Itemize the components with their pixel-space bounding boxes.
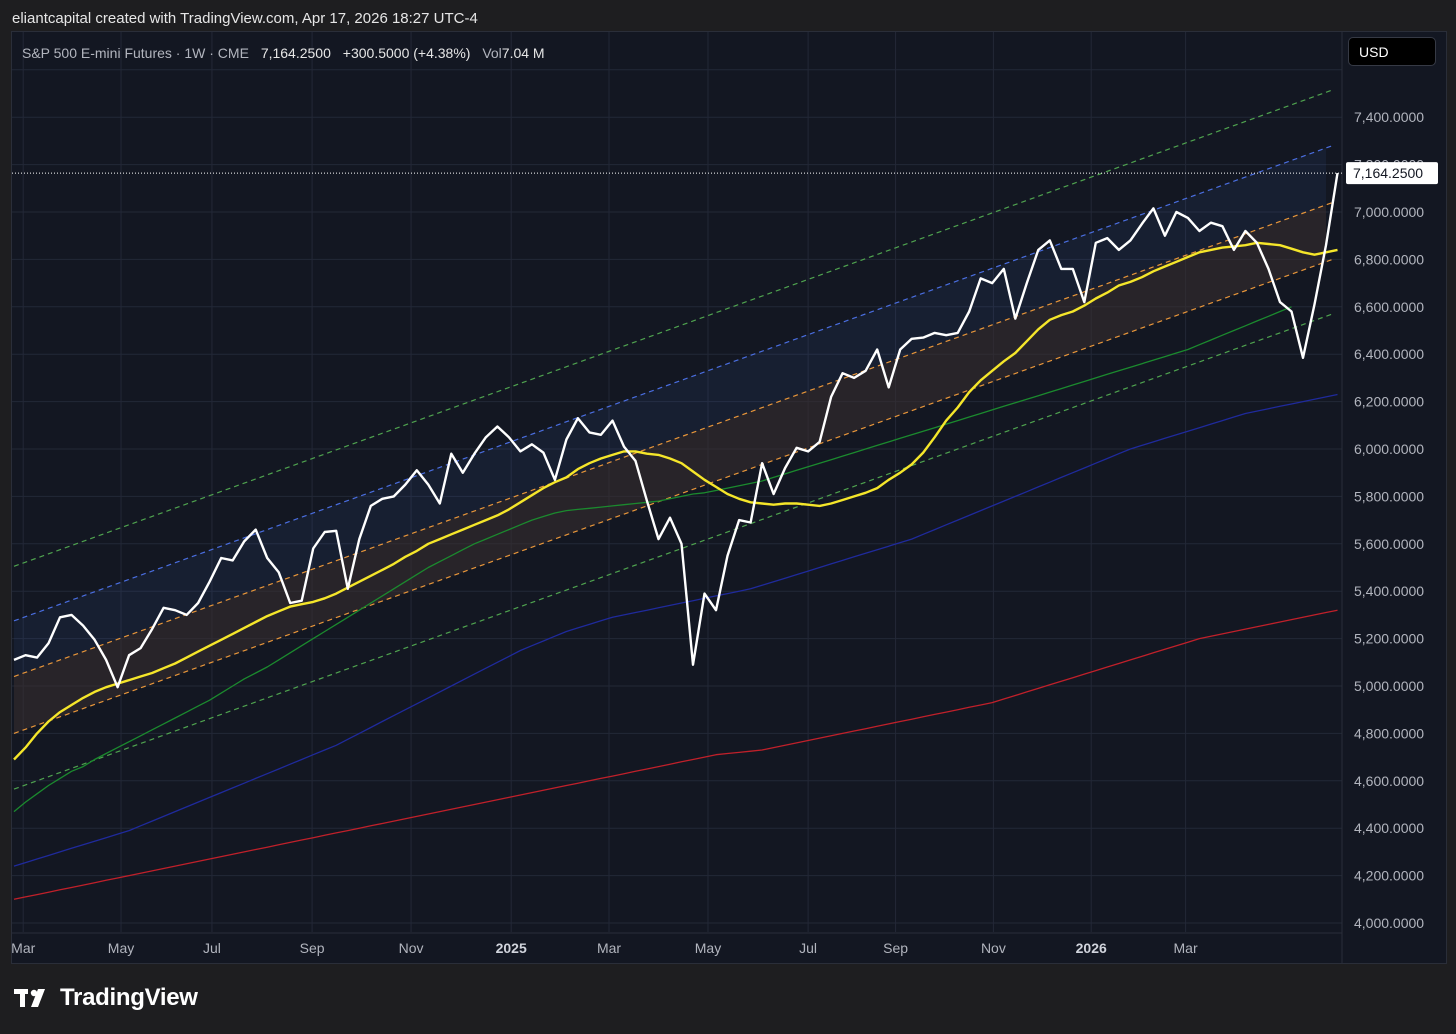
y-tick-label: 6,000.0000 [1354,441,1424,457]
chart-panel[interactable]: 7,400.00007,200.00007,000.00006,800.0000… [11,31,1447,964]
x-axis: Mar May Jul Sep Nov 2025 Mar May Jul Sep Nov 2026 Ma… [12,940,1198,956]
y-tick-label: 5,800.0000 [1354,488,1424,504]
y-tick-label: 5,200.0000 [1354,631,1424,647]
y-tick-label: 6,600.0000 [1354,299,1424,315]
y-tick-label: 5,400.0000 [1354,583,1424,599]
series-line-red_ma [13,609,1338,900]
symbol-legend: S&P 500 E-mini Futures · 1W · CME 7,164.… [22,45,545,61]
y-tick-label: 6,400.0000 [1354,346,1424,362]
y-tick-label: 7,000.0000 [1354,204,1424,220]
y-tick-label: 4,000.0000 [1354,915,1424,931]
x-tick-label: Mar [1174,940,1198,956]
channel-fills [14,148,1326,734]
last-price: 7,164.2500 [260,45,331,61]
x-tick-label: Jul [203,940,221,956]
x-tick-label: Jul [799,940,817,956]
x-tick-label: Nov [981,940,1006,956]
y-tick-label: 6,200.0000 [1354,394,1424,410]
y-tick-label: 4,800.0000 [1354,725,1424,741]
x-tick-label: May [108,940,134,956]
last-price-badge [1346,162,1438,185]
y-tick-label: 4,600.0000 [1354,773,1424,789]
x-tick-label: Sep [883,940,908,956]
tradingview-brand[interactable]: TradingView [14,983,198,1013]
y-tick-label: 5,600.0000 [1354,536,1424,552]
upper-channel-fill [14,148,1326,677]
volume-label: Vol [482,45,502,61]
x-tick-label: Mar [597,940,621,956]
series-lines [13,172,1339,900]
x-tick-label: Mar [12,940,36,956]
y-tick-label: 7,400.0000 [1354,109,1424,125]
symbol-name: S&P 500 E-mini Futures · 1W · CME [22,45,249,61]
y-axis: 7,400.00007,200.00007,000.00006,800.0000… [1346,109,1438,931]
currency-selector[interactable]: USD [1348,37,1436,66]
x-tick-label: Sep [300,940,325,956]
x-tick-label: Nov [399,940,424,956]
mid-channel-fill [14,204,1326,734]
series-line-yellow_ma [13,241,1338,761]
price-change: +300.5000 (+4.38%) [342,45,471,61]
price-chart[interactable]: 7,400.00007,200.00007,000.00006,800.0000… [12,32,1446,963]
y-tick-label: 4,200.0000 [1354,868,1424,884]
brand-name: TradingView [60,984,198,1011]
chart-attribution: eliantcapital created with TradingView.c… [12,10,478,27]
y-tick-label: 4,400.0000 [1354,820,1424,836]
series-line-green_ma [13,306,1292,813]
x-tick-label: 2025 [496,940,527,956]
y-tick-label: 6,800.0000 [1354,251,1424,267]
series-line-blue_ma [13,393,1338,867]
volume-value: 7.04 M [501,45,545,61]
x-tick-label: 2026 [1076,940,1107,956]
series-line-price [13,172,1339,689]
y-tick-label: 5,000.0000 [1354,678,1424,694]
last-price-badge-text: 7,164.2500 [1353,165,1423,181]
tradingview-logo-icon [14,989,45,1007]
x-tick-label: May [695,940,721,956]
